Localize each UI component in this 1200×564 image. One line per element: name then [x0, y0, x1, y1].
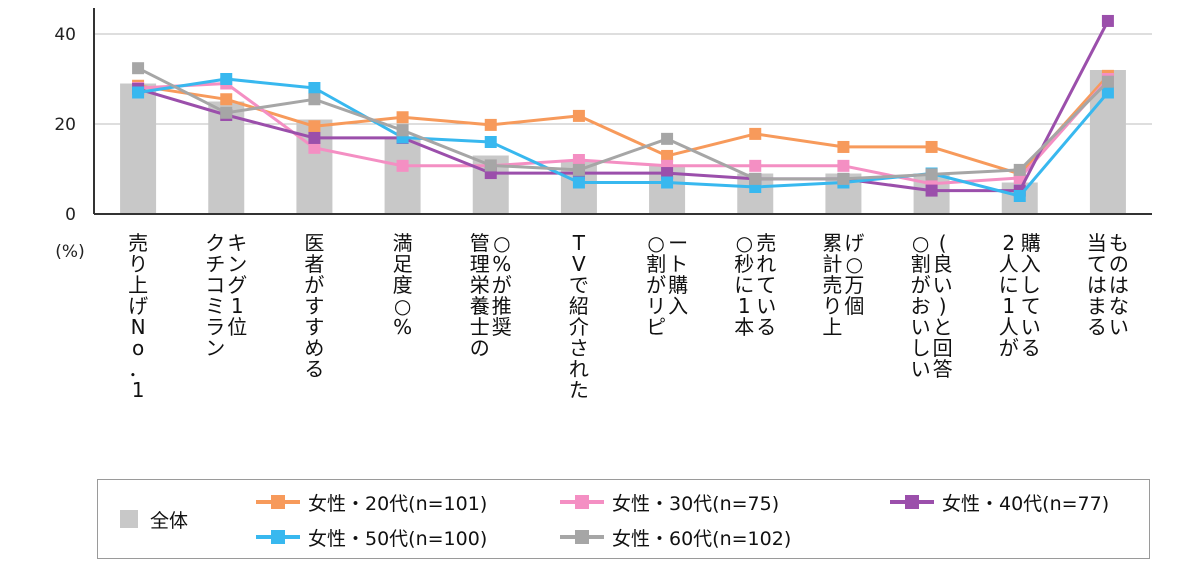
point-50s-11	[1013, 190, 1026, 202]
y-tick-label-40: 40	[54, 25, 76, 45]
legend: 全体 女性・20代(n=101) 女性・30代(n=75) 女性・40代(n=7…	[97, 479, 1150, 559]
point-50s-3	[308, 82, 321, 94]
legend-item-50s: 女性・50代(n=100)	[256, 524, 487, 550]
point-20s-3	[308, 120, 321, 133]
point-50s-5	[484, 136, 497, 148]
legend-line-30s	[560, 489, 604, 515]
legend-line-20s	[256, 489, 300, 515]
category-label-9: 累計売り上げ○万個	[822, 231, 864, 339]
point-20s-10	[925, 140, 938, 153]
legend-label-50s: 女性・50代(n=100)	[308, 527, 488, 550]
legend-label-30s: 女性・30代(n=75)	[612, 492, 780, 515]
point-20s-5	[484, 118, 497, 131]
point-40s-7	[661, 167, 674, 180]
series-line-40s	[137, 20, 1110, 193]
legend-label-overall: 全体	[150, 509, 189, 532]
series-line-60s	[137, 66, 1109, 181]
point-60s-2	[220, 106, 233, 119]
point-20s-7	[661, 149, 674, 162]
point-60s-3	[308, 93, 321, 106]
legend-line-60s	[560, 524, 604, 550]
category-label-2: クチコミランキング 1 位	[205, 231, 247, 360]
legend-line-40s	[890, 489, 934, 515]
point-60s-10	[925, 168, 938, 181]
category-label-10: ○割がおいしい(良い)と回答	[911, 231, 953, 381]
point-50s-7	[661, 176, 674, 189]
point-50s-1	[132, 86, 145, 99]
category-label-4: 満足度○%	[393, 231, 413, 339]
point-50s-2	[220, 73, 233, 85]
series-line-50s	[137, 77, 1110, 198]
category-label-7: ○割がリピート購入	[646, 231, 688, 339]
point-20s-9	[837, 140, 850, 153]
point-30s-8	[749, 159, 762, 172]
point-40s-3	[308, 131, 321, 144]
point-30s-3	[308, 141, 321, 154]
y-unit-label: (%)	[55, 242, 84, 262]
legend-item-overall: 全体	[120, 506, 188, 532]
y-tick-label-0: 0	[65, 205, 76, 225]
bar-overall-1	[120, 83, 157, 214]
point-50s-12	[1101, 86, 1114, 99]
point-60s-1	[132, 62, 145, 75]
point-60s-11	[1013, 163, 1026, 176]
category-label-3: 医者がすすめる	[304, 231, 324, 381]
category-label-8: ○秒に 1 本売れている	[734, 231, 776, 339]
legend-label-40s: 女性・40代(n=77)	[942, 492, 1110, 515]
category-label-6: T V で紹介された	[569, 231, 589, 402]
point-60s-6	[572, 163, 585, 176]
series-line-30s	[138, 78, 1110, 186]
point-30s-9	[837, 159, 850, 172]
point-60s-8	[749, 172, 762, 185]
point-20s-2	[220, 93, 233, 106]
point-30s-4	[396, 159, 409, 172]
legend-swatch-overall	[120, 510, 138, 528]
point-50s-6	[572, 176, 585, 189]
legend-item-60s: 女性・60代(n=102)	[560, 524, 791, 550]
y-tick-label-20: 20	[54, 115, 76, 135]
point-60s-5	[484, 159, 497, 172]
category-label-11: 2 人に 1 人が購入している	[999, 231, 1041, 360]
point-20s-4	[396, 111, 409, 124]
legend-item-40s: 女性・40代(n=77)	[890, 489, 1109, 515]
legend-item-30s: 女性・30代(n=75)	[560, 489, 779, 515]
point-20s-6	[572, 109, 585, 122]
category-label-12: 当てはまるものはない	[1087, 231, 1129, 339]
legend-item-20s: 女性・20代(n=101)	[256, 489, 487, 515]
point-60s-4	[396, 124, 409, 137]
point-40s-10	[925, 184, 938, 197]
category-label-5: 管理栄養士の○ %が推奨	[470, 231, 512, 360]
point-60s-9	[837, 172, 850, 185]
bar-overall-4	[384, 137, 421, 214]
point-20s-8	[749, 127, 762, 140]
legend-label-60s: 女性・60代(n=102)	[612, 527, 792, 550]
point-60s-12	[1101, 75, 1114, 88]
point-40s-12	[1101, 14, 1114, 27]
legend-line-50s	[256, 524, 300, 550]
point-30s-6	[572, 154, 585, 166]
series-line-20s	[137, 74, 1110, 176]
legend-label-20s: 女性・20代(n=101)	[308, 492, 488, 515]
point-60s-7	[661, 132, 674, 145]
